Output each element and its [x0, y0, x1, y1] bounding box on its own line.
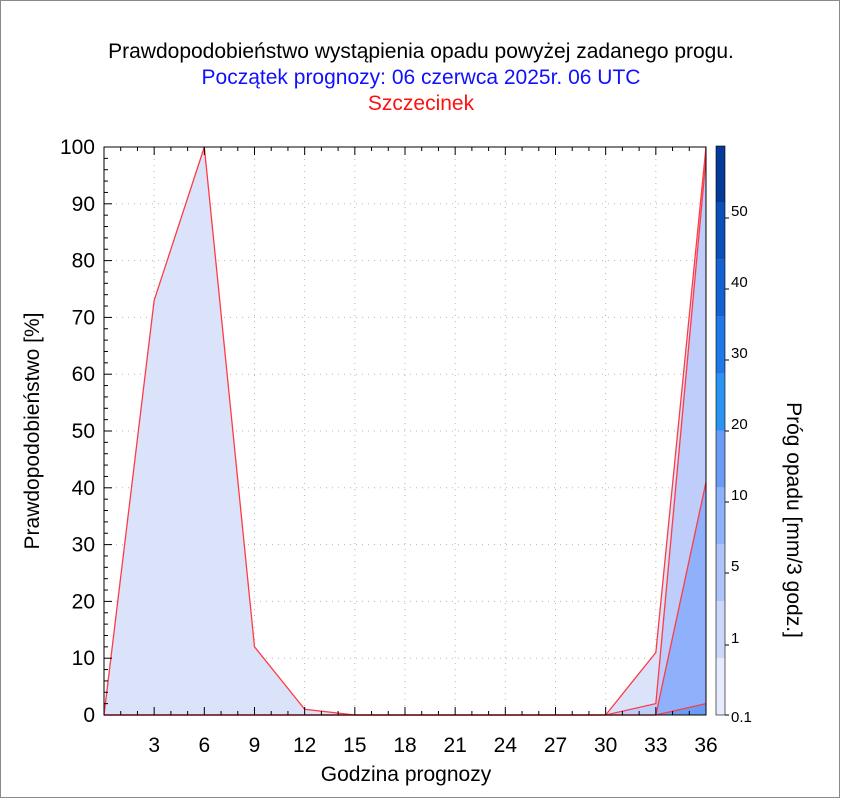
colorbar-segment	[716, 544, 725, 602]
colorbar-tick-label: 5	[731, 558, 739, 575]
x-tick-label: 36	[694, 734, 717, 757]
x-tick-label: 12	[293, 734, 316, 757]
colorbar-tick-label: 40	[731, 274, 748, 291]
colorbar: 0.1 1 5 10 20 30 40 50	[715, 145, 752, 726]
colorbar-tick-label: 30	[731, 345, 748, 362]
x-tick-label: 33	[644, 734, 667, 757]
y-tick-label: 40	[72, 477, 95, 500]
x-tick-label: 9	[249, 734, 261, 757]
location-label: Szczecinek	[367, 92, 475, 115]
x-tick-label: 30	[594, 734, 617, 757]
colorbar-tick-label: 1	[731, 630, 739, 647]
x-tick-label: 24	[494, 734, 518, 757]
colorbar-tick-label: 0.1	[731, 709, 752, 726]
axis-ticks: 3 6 9 12 15 18 21 24 27 30 33 360102030405060708090…	[60, 136, 718, 757]
x-tick-label: 18	[393, 734, 416, 757]
y-tick-label: 70	[72, 306, 95, 329]
y-tick-label: 10	[72, 647, 95, 670]
colorbar-segment	[716, 430, 725, 488]
colorbar-tick-label: 20	[731, 416, 748, 433]
colorbar-tick-label: 50	[731, 203, 748, 220]
y-tick-label: 90	[72, 193, 95, 216]
y-tick-label: 20	[72, 590, 95, 613]
y-tick-label: 30	[72, 534, 95, 557]
colorbar-segment	[716, 658, 725, 715]
colorbar-segment	[716, 316, 725, 374]
x-tick-label: 27	[544, 734, 567, 757]
y-tick-label: 80	[72, 250, 95, 273]
colorbar-segment	[716, 601, 725, 659]
y-tick-label: 100	[60, 136, 95, 159]
x-tick-label: 3	[148, 734, 160, 757]
x-tick-label: 21	[443, 734, 466, 757]
colorbar-tick-label: 10	[731, 487, 748, 504]
x-axis-label: Godzina prognozy	[321, 763, 492, 786]
x-tick-label: 6	[198, 734, 210, 757]
chart-subtitle: Początek prognozy: 06 czerwca 2025r. 06 …	[201, 66, 641, 89]
x-tick-label: 15	[343, 734, 366, 757]
colorbar-segment	[716, 487, 725, 545]
y-tick-label: 0	[83, 704, 95, 727]
colorbar-segment	[716, 373, 725, 431]
colorbar-segment	[716, 202, 725, 260]
colorbar-segment	[716, 259, 725, 317]
colorbar-label: Próg opadu [mm/3 godz.]	[782, 402, 805, 638]
grid	[104, 147, 707, 715]
chart-title: Prawdopodobieństwo wystąpienia opadu pow…	[108, 40, 734, 63]
y-tick-label: 50	[72, 420, 95, 443]
series-area-0.1	[104, 147, 706, 715]
y-axis-label: Prawdopodobieństwo [%]	[21, 313, 44, 550]
colorbar-segment	[716, 146, 725, 203]
y-tick-label: 60	[72, 363, 95, 386]
